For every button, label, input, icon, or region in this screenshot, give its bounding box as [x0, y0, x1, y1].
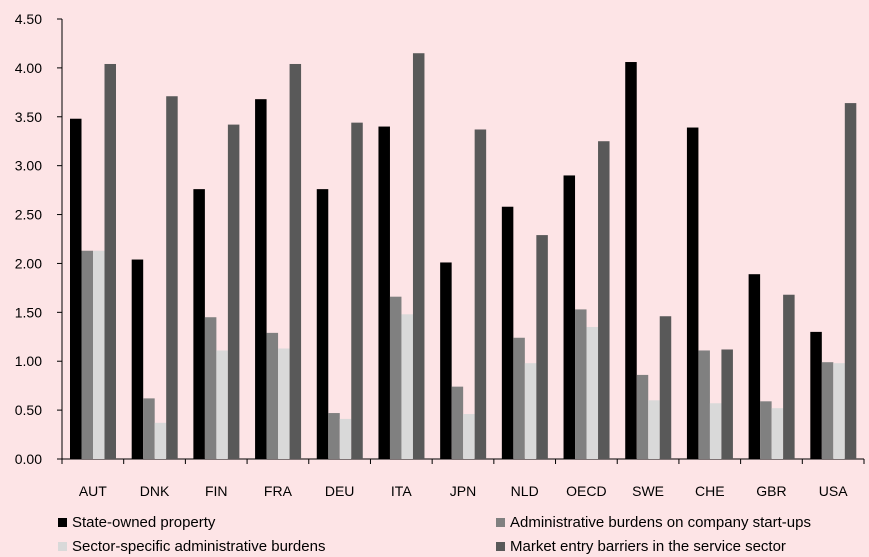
y-tick-label: 2.00	[15, 255, 42, 271]
bar-oecd-series-4	[598, 141, 610, 459]
x-tick-label: ITA	[391, 483, 412, 499]
bar-deu-series-4	[351, 122, 363, 460]
bar-jpn-series-3	[463, 414, 475, 459]
bar-gbr-series-4	[783, 294, 795, 459]
y-tick-label: 4.00	[15, 60, 42, 76]
x-tick-label: JPN	[450, 483, 476, 499]
bar-fin-series-3	[216, 350, 228, 459]
bar-ita-series-2	[389, 296, 402, 459]
bar-oecd-series-2	[575, 309, 587, 459]
bar-nld-series-1	[501, 206, 514, 459]
bar-gbr-series-3	[771, 408, 784, 459]
bar-dnk-series-2	[143, 398, 155, 459]
x-tick-label: AUT	[79, 483, 107, 499]
bar-usa-series-2	[821, 362, 834, 459]
bar-fra-series-1	[255, 99, 267, 459]
y-tick-label: 1.00	[15, 353, 42, 369]
x-tick-label: USA	[819, 483, 848, 499]
bar-deu-series-1	[316, 189, 329, 459]
x-axis: AUT DNK FIN FRA DEU ITA JPN NLD OECD SWE CHE GBR USA	[61, 458, 865, 499]
x-tick-label: OECD	[566, 483, 606, 499]
bar-aut-series-2	[81, 250, 93, 459]
bar-che-series-1	[686, 127, 699, 460]
x-tick-label: CHE	[695, 483, 725, 499]
bar-dnk-series-3	[154, 422, 167, 459]
bar-ita-series-1	[378, 126, 390, 460]
bar-gbr-series-2	[760, 401, 772, 459]
x-tick-label: NLD	[511, 483, 539, 499]
bar-deu-series-2	[328, 413, 340, 459]
bar-ita-series-4	[412, 53, 425, 459]
bar-dnk-series-4	[166, 96, 178, 459]
bar-aut-series-1	[70, 118, 82, 459]
y-tick-label: 3.00	[15, 158, 42, 174]
bar-nld-series-4	[536, 235, 548, 459]
bar-che-series-3	[709, 403, 722, 459]
bar-swe-series-3	[648, 400, 660, 459]
bar-oecd-series-3	[586, 327, 599, 459]
bar-che-series-2	[698, 350, 710, 459]
bar-usa-series-3	[833, 363, 845, 459]
bar-nld-series-3	[524, 363, 537, 459]
x-tick-label: SWE	[632, 483, 664, 499]
bar-jpn-series-2	[451, 386, 464, 459]
bar-fra-series-4	[289, 63, 302, 459]
bar-fra-series-2	[266, 332, 279, 459]
bar-usa-series-4	[844, 103, 857, 459]
y-tick-label: 0.00	[15, 451, 42, 467]
bar-che-series-4	[721, 349, 733, 459]
bar-swe-series-2	[636, 374, 649, 459]
bar-nld-series-2	[513, 337, 525, 459]
bar-jpn-series-1	[440, 262, 452, 459]
y-tick-label: 3.50	[15, 109, 42, 125]
bar-fin-series-2	[204, 317, 217, 459]
bar-swe-series-1	[625, 62, 637, 460]
x-tick-label: DNK	[140, 483, 170, 499]
bar-usa-series-1	[810, 331, 822, 459]
bar-fin-series-1	[193, 189, 205, 459]
bar-deu-series-3	[339, 418, 352, 459]
y-tick-label: 0.50	[15, 402, 42, 418]
bar-oecd-series-1	[563, 175, 576, 459]
x-tick-label: FIN	[205, 483, 228, 499]
bars	[70, 53, 857, 460]
y-tick-label: 1.50	[15, 304, 42, 320]
bar-fin-series-4	[227, 124, 240, 459]
bar-dnk-series-1	[131, 259, 144, 459]
bar-aut-series-3	[93, 250, 105, 459]
y-tick-label: 2.50	[15, 207, 42, 223]
bar-fra-series-3	[278, 348, 290, 459]
y-axis: 0.00 0.50 1.00 1.50 2.00 2.50 3.00 3.50 4.00 4.50	[15, 11, 63, 467]
bar-aut-series-4	[104, 63, 116, 459]
y-tick-label: 4.50	[15, 11, 42, 27]
bar-ita-series-3	[401, 314, 413, 459]
bar-swe-series-4	[659, 316, 672, 459]
x-tick-label: FRA	[264, 483, 293, 499]
bar-jpn-series-4	[474, 129, 487, 459]
x-tick-label: DEU	[325, 483, 355, 499]
bar-gbr-series-1	[748, 274, 761, 459]
x-tick-label: GBR	[756, 483, 786, 499]
